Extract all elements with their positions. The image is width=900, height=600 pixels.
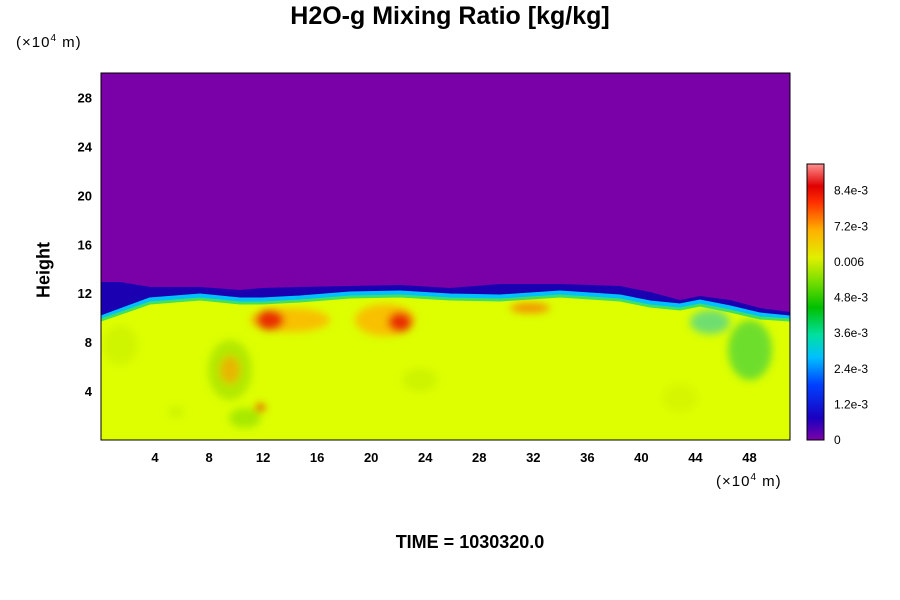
- chart-title: H2O-g Mixing Ratio [kg/kg]: [290, 2, 610, 30]
- y-tick-label: 16: [78, 237, 92, 252]
- colorbar-tick-label: 7.2e-3: [834, 219, 868, 233]
- plot-frame: [100, 72, 791, 441]
- y-tick-label: 20: [78, 188, 92, 203]
- y-tick-label: 12: [78, 286, 92, 301]
- x-axis-ticks: 4 8 12 16 20 24 28 32 36 40 44 48: [151, 450, 756, 465]
- interface-dark-band: [101, 282, 790, 318]
- colorbar-tick-label: 0: [834, 433, 841, 447]
- x-tick-label: 40: [634, 450, 648, 465]
- x-tick-label: 8: [205, 450, 212, 465]
- y-tick-label: 8: [85, 335, 92, 350]
- colorbar-ticks: 0 1.2e-3 2.4e-3 3.6e-3 4.8e-3 0.006 7.2e-3 8.4e…: [834, 184, 868, 447]
- turbulence-features: [102, 303, 772, 428]
- y-axis-unit: (×104 m): [16, 33, 82, 51]
- colorbar-tick-label: 4.8e-3: [834, 291, 868, 305]
- x-tick-label: 36: [580, 450, 594, 465]
- colorbar-tick-label: 8.4e-3: [834, 184, 868, 198]
- x-axis-unit: (×104 m): [716, 472, 782, 490]
- x-tick-label: 48: [742, 450, 756, 465]
- colorbar-tick-label: 2.4e-3: [834, 362, 868, 376]
- x-tick-label: 20: [364, 450, 378, 465]
- colorbar-tick-label: 1.2e-3: [834, 397, 868, 411]
- colorbar-tick-label: 3.6e-3: [834, 326, 868, 340]
- x-tick-label: 24: [418, 450, 433, 465]
- colorbar-tick-label: 0.006: [834, 255, 864, 269]
- x-tick-label: 32: [526, 450, 540, 465]
- x-tick-label: 4: [151, 450, 159, 465]
- x-tick-label: 44: [688, 450, 703, 465]
- interface-green-line: [101, 294, 790, 322]
- y-axis-ticks: 4 8 12 16 20 24 28: [78, 90, 93, 399]
- lower-moist-layer: [101, 293, 790, 440]
- x-tick-label: 16: [310, 450, 324, 465]
- y-tick-label: 4: [85, 384, 93, 399]
- x-tick-label: 28: [472, 450, 486, 465]
- colorbar: 0 1.2e-3 2.4e-3 3.6e-3 4.8e-3 0.006 7.2e-3 8.4e…: [806, 163, 868, 447]
- y-tick-label: 24: [78, 139, 93, 154]
- x-tick-label: 12: [256, 450, 270, 465]
- y-tick-label: 28: [78, 90, 92, 105]
- colorbar-gradient: [806, 163, 825, 441]
- time-label: TIME = 1030320.0: [395, 532, 545, 552]
- interface-cyan-line: [101, 290, 790, 321]
- heatmap-field: [101, 73, 790, 440]
